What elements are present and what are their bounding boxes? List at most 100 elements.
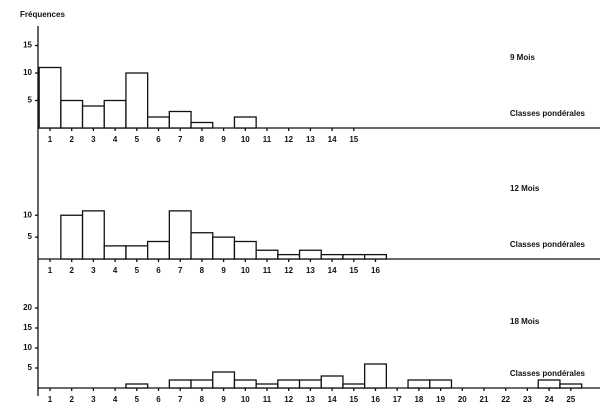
bar — [38, 66, 62, 129]
bar — [363, 253, 387, 260]
bar — [103, 99, 127, 129]
x-tick-label: 17 — [393, 395, 402, 404]
x-tick-label: 25 — [566, 395, 575, 404]
x-tick-label: 5 — [135, 266, 140, 275]
bar — [255, 249, 279, 260]
x-tick-label: 7 — [178, 135, 183, 144]
bar — [233, 240, 257, 260]
x-tick-label: 22 — [501, 395, 510, 404]
x-tick-label: 14 — [328, 395, 337, 404]
bar — [81, 210, 105, 260]
x-tick-label: 4 — [113, 266, 118, 275]
x-tick-label: 19 — [436, 395, 445, 404]
x-tick-label: 9 — [221, 395, 226, 404]
x-tick-label: 3 — [91, 395, 96, 404]
x-tick-label: 7 — [178, 395, 183, 404]
x-tick-label: 1 — [48, 266, 53, 275]
bar — [277, 379, 301, 389]
x-tick-label: 9 — [221, 135, 226, 144]
x-tick-label: 11 — [263, 135, 272, 144]
bar — [190, 232, 214, 260]
x-tick-label: 16 — [371, 266, 380, 275]
bar — [60, 214, 84, 260]
bar — [537, 379, 561, 389]
x-tick-label: 14 — [328, 135, 337, 144]
x-tick-label: 2 — [69, 135, 74, 144]
bar — [168, 110, 192, 129]
x-tick-label: 11 — [263, 395, 272, 404]
bar — [168, 379, 192, 389]
bar — [255, 383, 279, 389]
x-tick-label: 8 — [200, 395, 205, 404]
x-tick-label: 13 — [306, 266, 315, 275]
bar — [233, 116, 257, 129]
bar — [342, 383, 366, 389]
x-tick-label: 12 — [284, 135, 293, 144]
bar — [190, 121, 214, 129]
y-tick-label: 15 — [23, 41, 32, 50]
bar — [320, 253, 344, 260]
x-tick-label: 5 — [135, 135, 140, 144]
y-axis-label: Fréquences — [20, 10, 65, 19]
y-tick-label: 5 — [28, 363, 33, 372]
bar — [125, 245, 149, 260]
x-tick-label: 1 — [48, 135, 53, 144]
x-tick-label: 14 — [328, 266, 337, 275]
x-tick-label: 20 — [458, 395, 467, 404]
x-axis-label: Classes pondérales — [510, 240, 586, 249]
bar — [212, 371, 236, 389]
x-tick-label: 13 — [306, 395, 315, 404]
x-tick-label: 15 — [349, 266, 358, 275]
x-tick-label: 6 — [156, 266, 161, 275]
x-tick-label: 23 — [523, 395, 532, 404]
bar — [125, 72, 149, 129]
x-tick-label: 7 — [178, 266, 183, 275]
x-tick-label: 8 — [200, 266, 205, 275]
x-tick-label: 12 — [284, 266, 293, 275]
x-tick-label: 6 — [156, 395, 161, 404]
x-tick-label: 4 — [113, 395, 118, 404]
x-tick-label: 10 — [241, 135, 250, 144]
x-tick-label: 4 — [113, 135, 118, 144]
x-tick-label: 6 — [156, 135, 161, 144]
x-tick-label: 21 — [480, 395, 489, 404]
x-tick-label: 15 — [349, 395, 358, 404]
y-tick-label: 10 — [23, 210, 32, 219]
x-tick-label: 13 — [306, 135, 315, 144]
x-tick-label: 2 — [69, 395, 74, 404]
bar — [125, 383, 149, 389]
x-tick-label: 5 — [135, 395, 140, 404]
x-tick-label: 10 — [241, 395, 250, 404]
x-axis-label: Classes pondérales — [510, 369, 586, 378]
bar — [559, 383, 583, 389]
panel-title: 12 Mois — [510, 184, 540, 193]
bar — [407, 379, 431, 389]
bar — [363, 363, 387, 389]
bar — [103, 245, 127, 260]
y-tick-label: 15 — [23, 323, 32, 332]
x-tick-label: 2 — [69, 266, 74, 275]
bar — [298, 249, 322, 260]
bar — [190, 379, 214, 389]
x-tick-label: 12 — [284, 395, 293, 404]
x-tick-label: 3 — [91, 266, 96, 275]
x-tick-label: 1 — [48, 395, 53, 404]
x-tick-label: 11 — [263, 266, 272, 275]
y-tick-label: 5 — [28, 96, 33, 105]
bar — [81, 105, 105, 129]
x-tick-label: 8 — [200, 135, 205, 144]
bar — [146, 240, 170, 260]
bar — [342, 253, 366, 260]
panel-title: 18 Mois — [510, 317, 540, 326]
x-tick-label: 18 — [414, 395, 423, 404]
bar — [320, 375, 344, 389]
bar — [168, 210, 192, 260]
y-tick-label: 20 — [23, 303, 32, 312]
x-axis-label: Classes pondérales — [510, 109, 586, 118]
bar — [233, 379, 257, 389]
x-tick-label: 9 — [221, 266, 226, 275]
x-tick-label: 10 — [241, 266, 250, 275]
bar — [212, 236, 236, 260]
